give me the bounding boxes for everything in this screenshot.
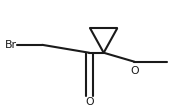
Text: O: O [130, 66, 139, 76]
Text: Br: Br [5, 40, 17, 50]
Text: O: O [85, 97, 94, 107]
